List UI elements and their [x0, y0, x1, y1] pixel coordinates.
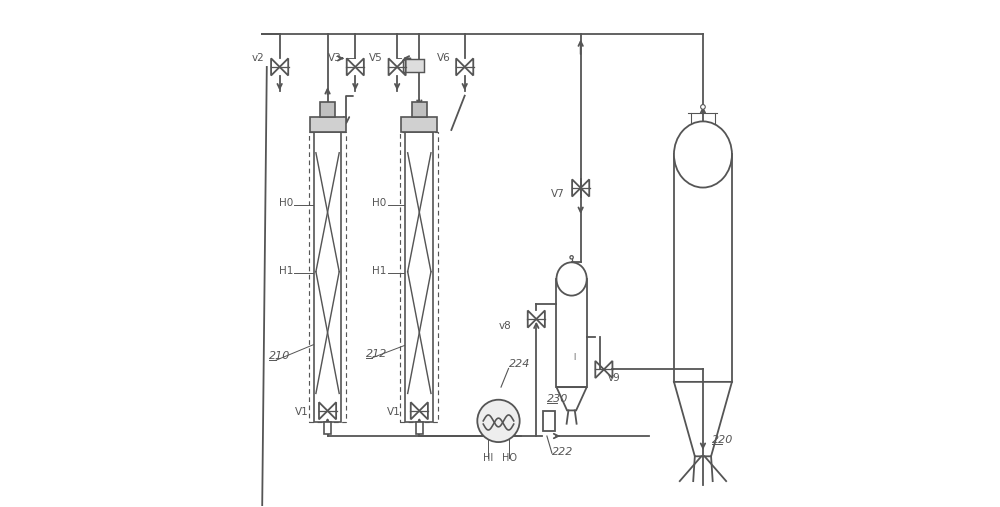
- Ellipse shape: [556, 262, 587, 296]
- Polygon shape: [556, 387, 587, 410]
- Bar: [412, 102, 427, 117]
- Text: V5: V5: [369, 53, 383, 63]
- Text: V7: V7: [550, 189, 564, 199]
- Circle shape: [701, 104, 705, 109]
- Bar: [310, 117, 346, 132]
- Bar: [314, 132, 341, 422]
- Text: 210: 210: [269, 351, 290, 361]
- Text: V1: V1: [295, 407, 309, 417]
- Bar: [401, 117, 437, 132]
- Text: HI: HI: [483, 453, 493, 463]
- Text: 230: 230: [547, 394, 569, 404]
- Text: 222: 222: [552, 447, 573, 457]
- Bar: [320, 102, 335, 117]
- Text: 224: 224: [509, 359, 530, 369]
- Bar: [324, 422, 331, 434]
- Text: H0: H0: [372, 198, 387, 207]
- Text: v8: v8: [498, 321, 511, 331]
- Text: V3: V3: [328, 53, 341, 63]
- Text: 220: 220: [712, 434, 733, 445]
- Text: H1: H1: [279, 266, 293, 276]
- Text: v9: v9: [608, 373, 621, 383]
- Bar: [416, 422, 423, 434]
- Text: 212: 212: [366, 349, 387, 359]
- Bar: [674, 155, 732, 382]
- Polygon shape: [674, 382, 732, 456]
- Circle shape: [570, 256, 573, 259]
- Text: V1: V1: [387, 407, 400, 417]
- Bar: [405, 132, 433, 422]
- Bar: [309, 132, 346, 422]
- Text: v2: v2: [252, 53, 265, 63]
- Text: H0: H0: [279, 198, 293, 207]
- Bar: [403, 59, 424, 72]
- Ellipse shape: [674, 121, 732, 188]
- Text: HO: HO: [502, 453, 517, 463]
- Text: I: I: [573, 353, 576, 362]
- Circle shape: [477, 400, 520, 442]
- Text: H1: H1: [372, 266, 387, 276]
- Bar: [400, 132, 438, 422]
- Text: V6: V6: [437, 53, 451, 63]
- Bar: [543, 411, 555, 431]
- Bar: [556, 279, 587, 387]
